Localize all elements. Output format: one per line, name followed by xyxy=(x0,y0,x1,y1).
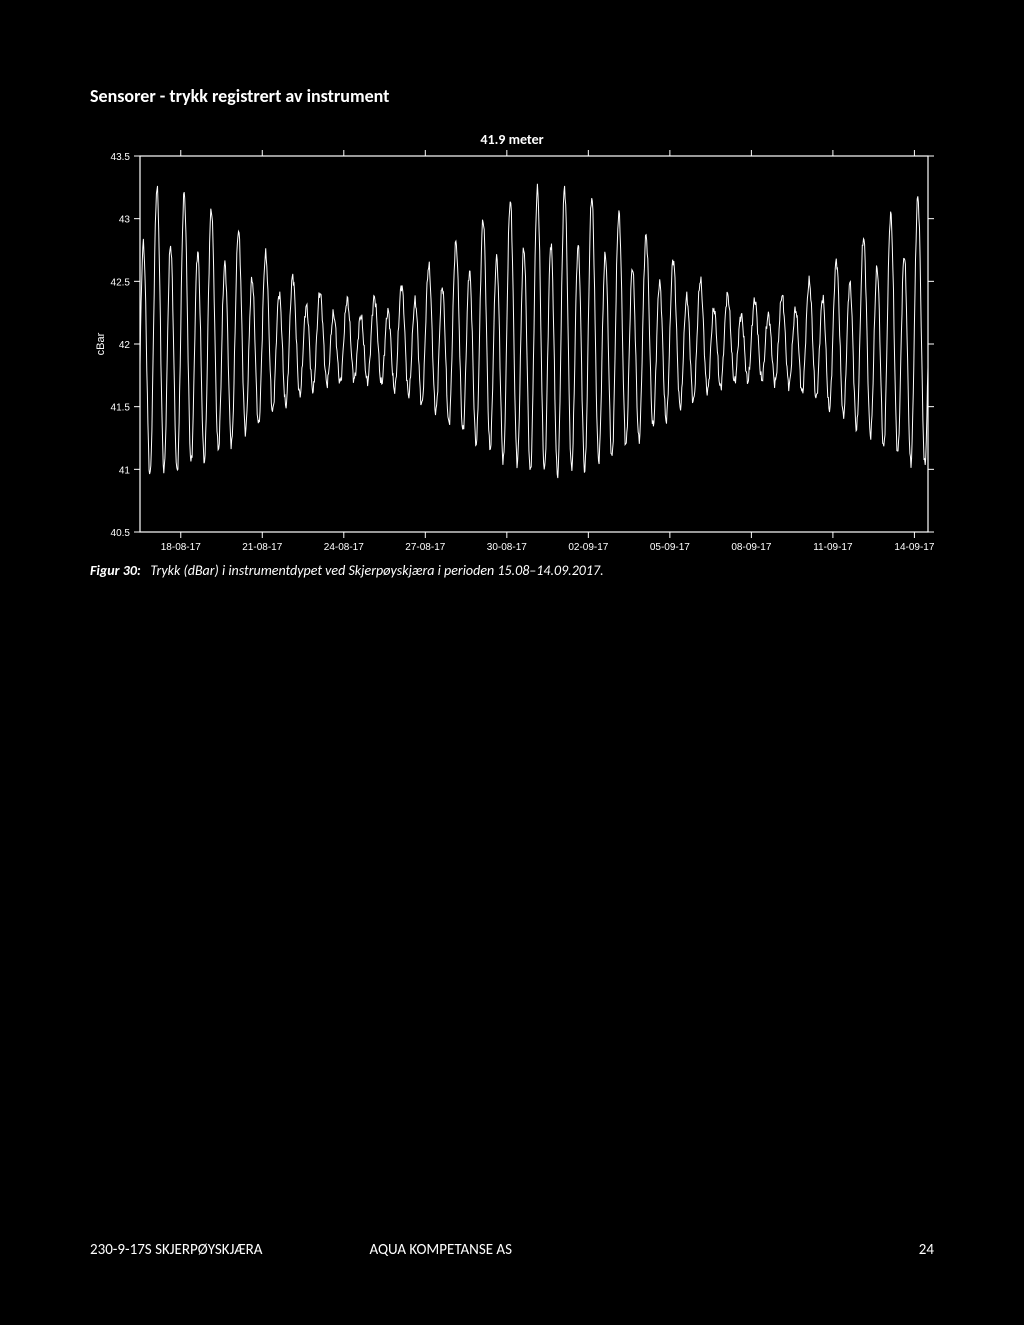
footer-doc-id: 230-9-17S SKJERPØYSKJÆRA xyxy=(90,1241,262,1259)
svg-text:41: 41 xyxy=(119,465,131,476)
figure-text: Trykk (dBar) i instrumentdypet ved Skjer… xyxy=(150,562,603,579)
pressure-chart: 41.9 meter 40.5 41 41.5 42 42.5 43 43.5 18-08-1… xyxy=(90,131,934,556)
svg-text:41.5: 41.5 xyxy=(111,403,131,414)
svg-text:40.5: 40.5 xyxy=(111,528,131,539)
svg-text:42.5: 42.5 xyxy=(111,277,131,288)
footer-company: AQUA KOMPETANSE AS xyxy=(369,1241,512,1259)
chart-svg: 40.5 41 41.5 42 42.5 43 43.5 18-08-17 21-08-17 24… xyxy=(90,150,934,556)
svg-text:21-08-17: 21-08-17 xyxy=(242,542,282,553)
chart-title: 41.9 meter xyxy=(90,131,934,148)
svg-text:11-09-17: 11-09-17 xyxy=(813,542,853,553)
svg-text:24-08-17: 24-08-17 xyxy=(324,542,364,553)
svg-text:27-08-17: 27-08-17 xyxy=(405,542,445,553)
page-footer: 230-9-17S SKJERPØYSKJÆRA AQUA KOMPETANSE… xyxy=(90,1241,934,1259)
svg-text:43: 43 xyxy=(119,215,131,226)
svg-text:30-08-17: 30-08-17 xyxy=(487,542,527,553)
svg-text:cBar: cBar xyxy=(95,332,107,355)
svg-text:43.5: 43.5 xyxy=(111,152,131,163)
svg-text:02-09-17: 02-09-17 xyxy=(568,542,608,553)
footer-page-num: 24 xyxy=(919,1241,934,1259)
svg-text:05-09-17: 05-09-17 xyxy=(650,542,690,553)
svg-text:08-09-17: 08-09-17 xyxy=(731,542,771,553)
figure-label: Figur 30: xyxy=(90,562,141,579)
svg-text:18-08-17: 18-08-17 xyxy=(161,542,201,553)
svg-text:14-09-17: 14-09-17 xyxy=(894,542,934,553)
page-content: Sensorer - trykk registrert av instrumen… xyxy=(90,85,934,579)
figure-caption: Figur 30: Trykk (dBar) i instrumentdypet… xyxy=(90,562,934,579)
svg-text:42: 42 xyxy=(119,340,131,351)
section-heading: Sensorer - trykk registrert av instrumen… xyxy=(90,85,934,107)
